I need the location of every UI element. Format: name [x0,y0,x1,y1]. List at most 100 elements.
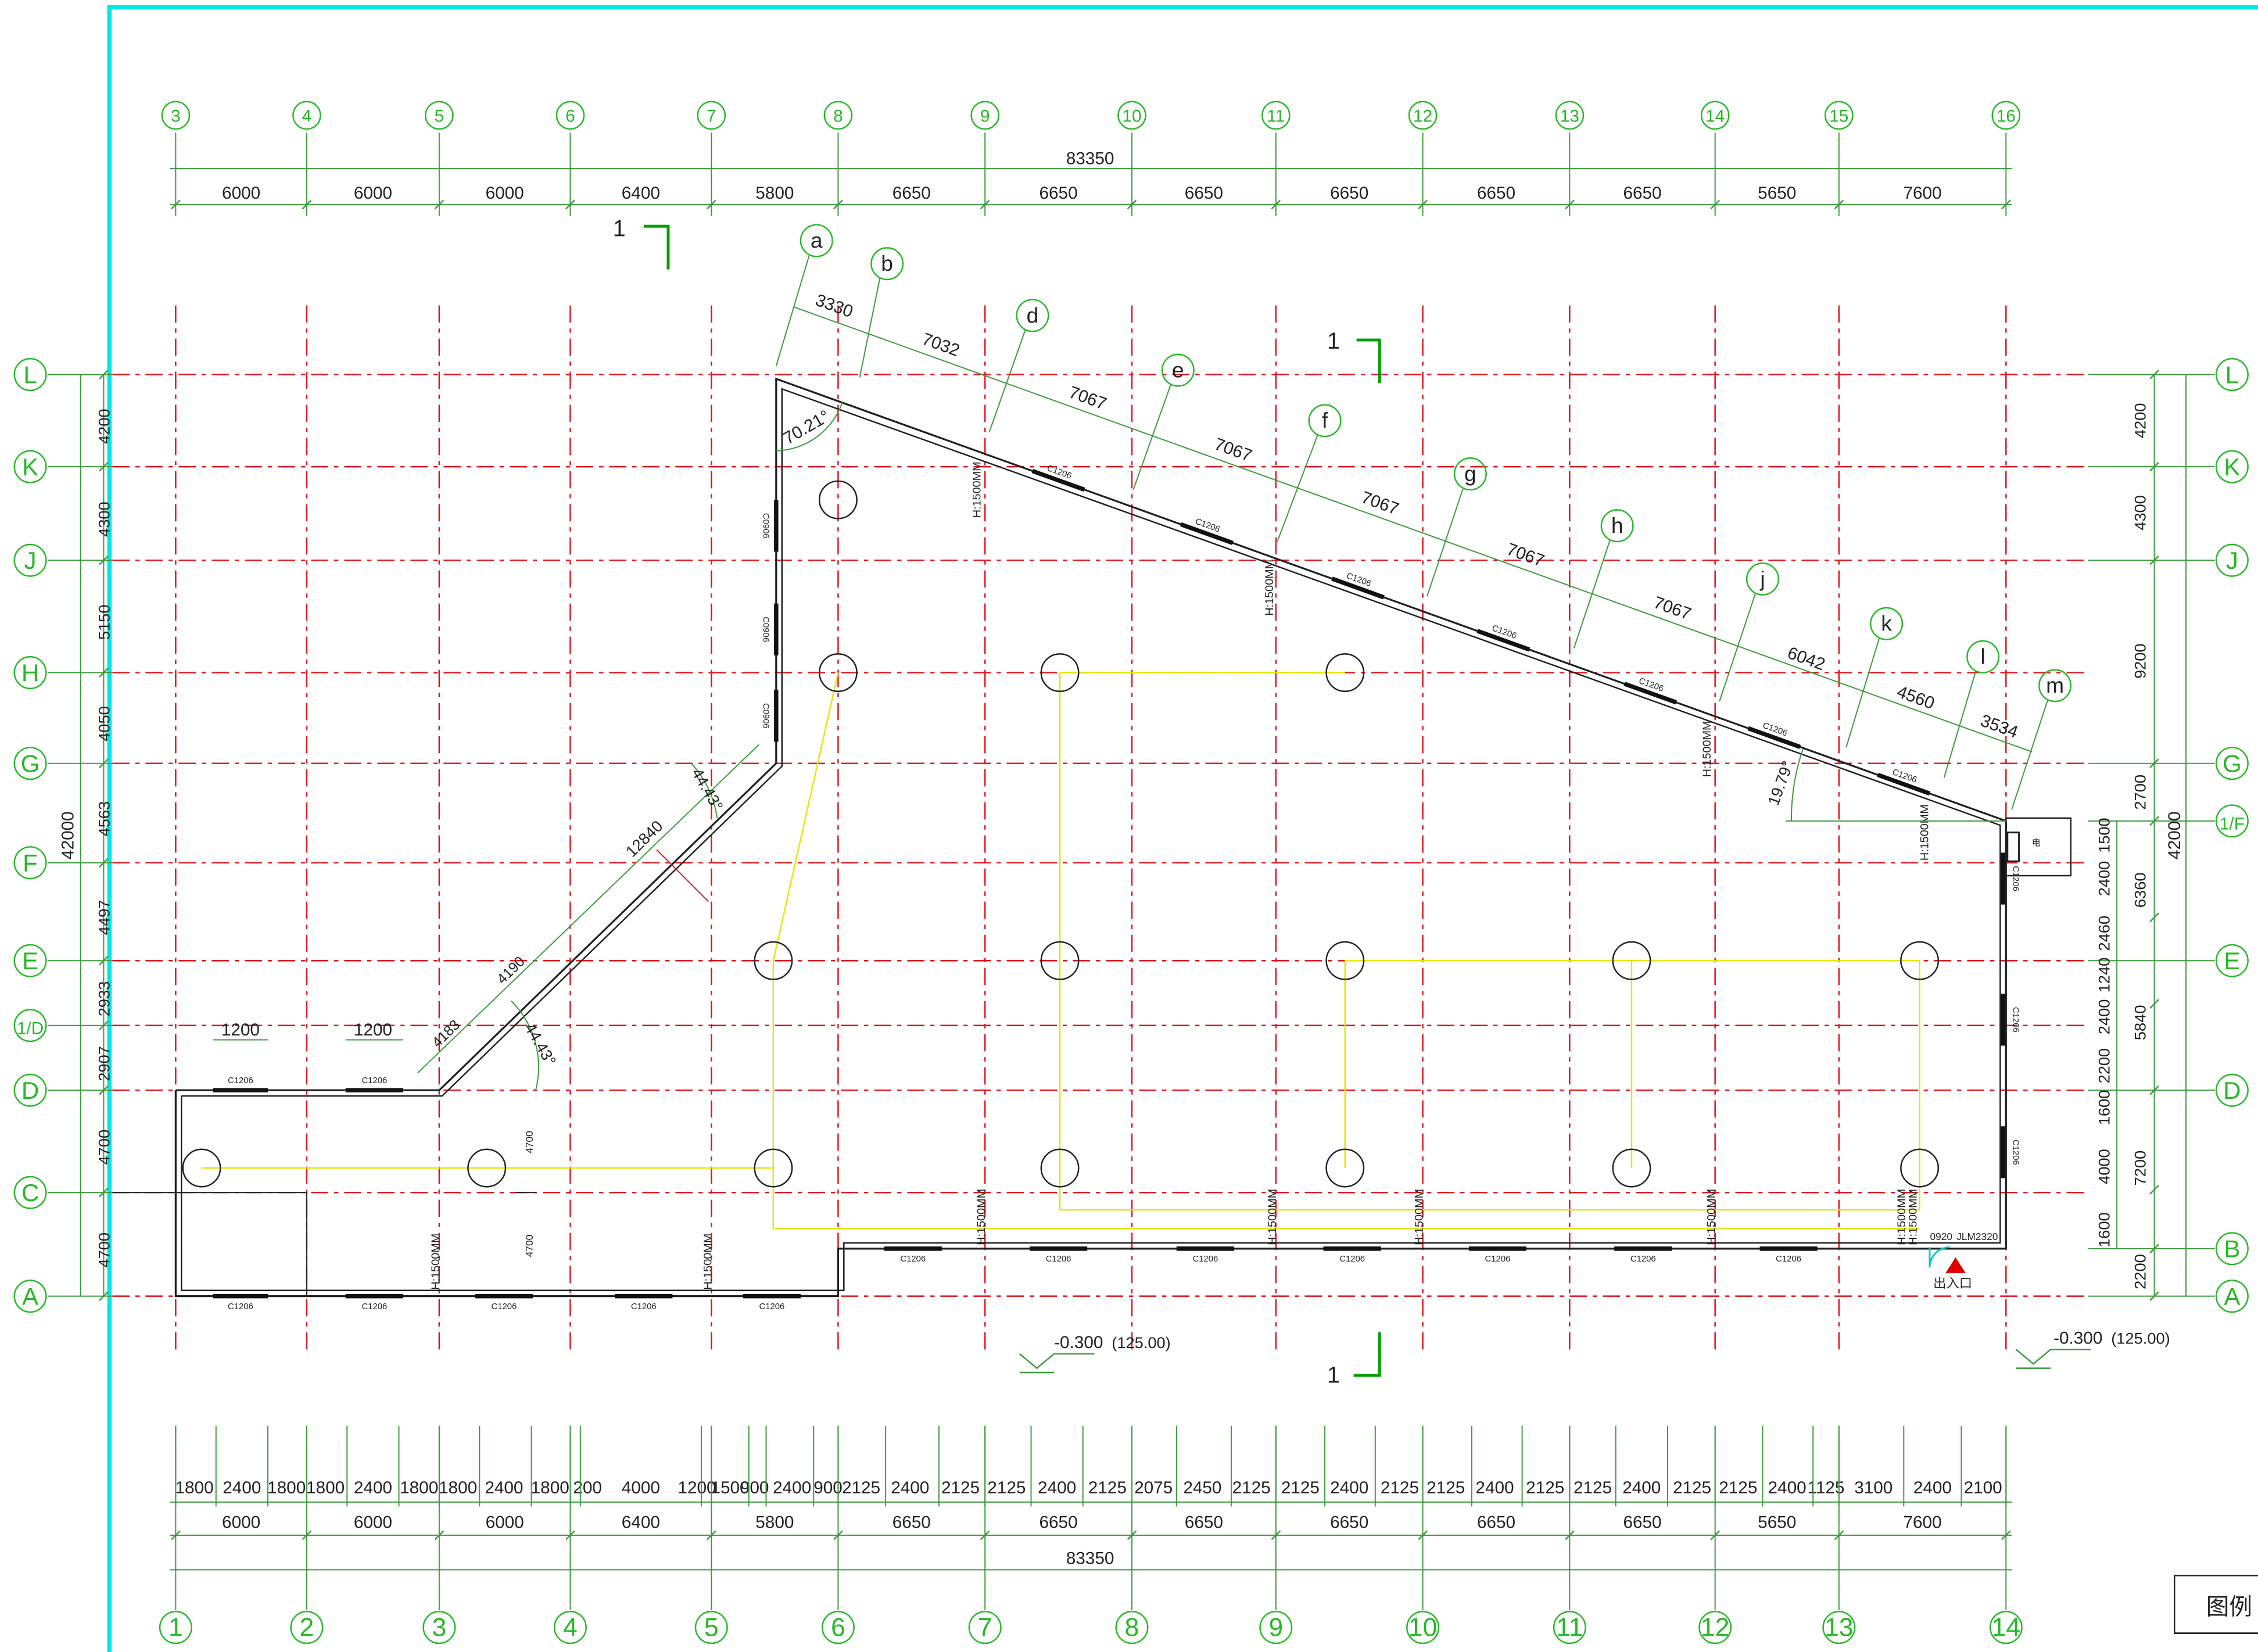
bottom-detail-dim-text: 2400 [354,1478,392,1497]
section-mark-number: 1 [1327,328,1340,354]
bottom-detail-dim-text: 2400 [891,1478,929,1497]
top-span-dim-text: 6650 [1040,184,1078,203]
axis-bubble-top [292,101,321,130]
top-span-dim-text: 5800 [755,184,794,203]
dim-tick [2149,1291,2159,1301]
axis-bubble-top [425,101,454,130]
right-inner-dim-text: 1240 [2095,958,2113,993]
axis-bubble-right [2215,358,2249,392]
column-dim-text: 4700 [524,1131,535,1153]
diagonal-dim-text: 7067 [1212,435,1254,465]
bottom-detail-dim-text: 2125 [842,1478,880,1497]
axis-label-top: 4 [302,107,312,126]
bottom-detail-dim-text: 2125 [1719,1478,1757,1497]
window-tag: C1206 [1630,1255,1656,1264]
bottom-detail-dim-text: 1800 [531,1478,569,1497]
bottom-detail-dim-text: 1500 [711,1478,749,1497]
hydrant-tag: H:1500MM [1895,1189,1908,1245]
top-span-dim-text: 6650 [1330,184,1368,203]
right-outer-dim-text: 4200 [2131,403,2149,439]
dim-tick [2149,1085,2159,1095]
bottom-span-dim-text: 6400 [622,1513,660,1532]
bottom-span-dim-text: 6650 [1040,1513,1078,1532]
column-circle [754,1148,793,1188]
window-tag: C1206 [361,1302,387,1311]
axis-label-left: L [23,361,37,388]
window-tag: C1206 [228,1302,253,1311]
dim-tick [980,199,990,210]
right-inner-dim-text: 1500 [2095,818,2113,853]
exit-arrow-icon [1945,1257,1966,1274]
axis-label-bottom: 7 [978,1614,992,1642]
dim-tick [2149,461,2159,472]
diagonal-dim-text: 4560 [1894,682,1937,713]
right-overall-dim-text: 42000 [2165,811,2184,859]
diagonal-axis-leader [775,255,810,366]
diagonal-axis-bubble [800,224,833,257]
top-span-dim-text: 7600 [1903,184,1941,203]
axis-label-right: G [2223,750,2242,777]
axis-bubble-top [823,101,853,130]
axis-label-bottom: 10 [1408,1614,1438,1642]
axis-label-right: J [2226,547,2238,574]
axis-label-left: C [21,1179,39,1206]
top-span-dim-text: 6650 [1623,184,1661,203]
diagonal-axis-bubble [1870,607,1904,640]
left-dim-text: 4497 [95,900,113,936]
dim-tick [434,1530,445,1540]
dim-tick [1834,1530,1844,1540]
diagonal-axis-label: f [1322,408,1328,432]
window-tag: C0906 [761,703,770,729]
dim-tick [302,199,312,210]
top-span-dim-text: 6650 [1477,184,1515,203]
diagonal-axis-bubble [1016,299,1049,332]
bottom-span-dim-text: 6000 [222,1513,260,1532]
right-outer-dim-text: 7200 [2131,1151,2149,1186]
window-tag: C1206 [1339,1255,1365,1264]
bottom-detail-dim-text: 2075 [1134,1478,1173,1497]
diagonal-dim-line [793,306,2033,752]
axis-label-bottom: 2 [299,1614,314,1642]
dim-tick [1565,1530,1575,1540]
axis-bubble-top [1991,101,2021,130]
diagonal-axis-bubble [1600,509,1634,543]
axis-bubble-top [161,101,191,130]
right-inner-dim-text: 2400 [2095,861,2113,897]
window-tag: C1206 [1192,1255,1218,1264]
bottom-detail-dim-text: 900 [740,1478,769,1497]
diagonal-axis-leader [1943,671,1977,778]
dim-tick [99,461,109,472]
dim-tick [434,199,445,210]
bottom-detail-dim-text: 1125 [1808,1478,1845,1497]
dim-tick [2149,999,2159,1009]
right-inner-dim-text: 1600 [2095,1090,2113,1126]
dim-tick [1271,1530,1281,1540]
axis-label-bottom: 4 [563,1614,578,1642]
axis-label-bottom: 9 [1268,1614,1283,1642]
axis-bubble-right [2215,1232,2249,1266]
drawing-frame [107,5,2258,1652]
axis-bubble-top [555,101,585,130]
axis-label-left: E [22,947,38,974]
bottom-span-dim-text: 6000 [354,1513,392,1532]
bottom-span-dim-text: 6000 [486,1513,524,1532]
window-tag: C1206 [2011,1007,2020,1033]
dim-tick [99,1020,109,1031]
diagonal-axis-bubble [1308,404,1342,438]
axis-label-left: K [22,453,38,481]
axis-label-left: J [24,547,37,574]
left-dim-text: 5150 [95,605,113,640]
right-inner-dim-text: 2460 [2095,916,2113,951]
left-dim-text: 2907 [95,1046,113,1081]
bottom-detail-dim-text: 2400 [773,1478,811,1497]
bottom-detail-dim-text: 2400 [1622,1478,1661,1497]
axis-bubble-bottom [1822,1611,1856,1644]
right-outer-dim-text: 2700 [2131,775,2149,810]
column-circle [1325,941,1365,980]
column-circle [1040,1148,1080,1188]
section-mark-symbol [1353,1332,1381,1377]
bottom-detail-dim-text: 2400 [485,1478,523,1497]
dim-tick [99,370,109,379]
diagonal-dim-text: 7067 [1651,593,1693,623]
diagonal-axis-label: g [1464,461,1476,486]
